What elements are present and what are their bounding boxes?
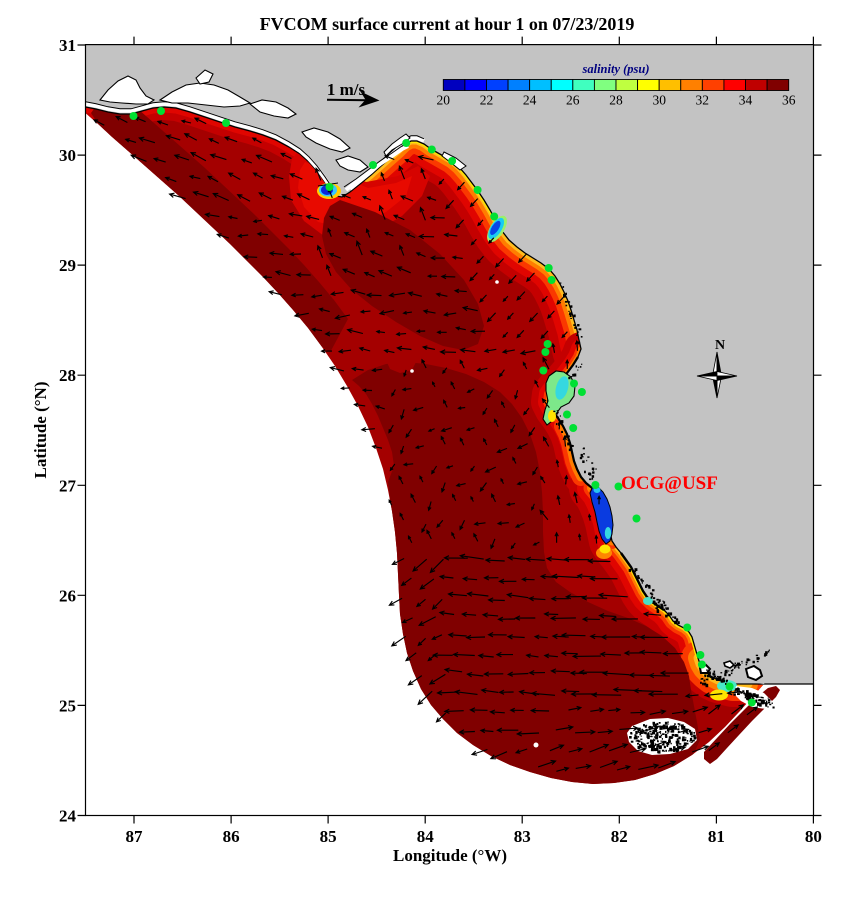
svg-text:85: 85 [320,827,337,846]
svg-text:84: 84 [417,827,435,846]
svg-text:1 m/s: 1 m/s [327,80,366,99]
svg-text:OCG@USF: OCG@USF [621,473,718,494]
svg-text:26: 26 [566,93,580,108]
svg-text:28: 28 [609,93,623,108]
svg-text:87: 87 [126,827,144,846]
svg-text:80: 80 [805,827,822,846]
svg-text:25: 25 [59,696,76,715]
svg-text:28: 28 [59,366,76,385]
svg-text:82: 82 [611,827,628,846]
svg-text:FVCOM surface current at hour: FVCOM surface current at hour 1 on 07/23… [260,14,635,34]
svg-text:29: 29 [59,256,76,275]
svg-text:26: 26 [59,586,76,605]
svg-text:83: 83 [514,827,531,846]
svg-text:24: 24 [59,807,77,826]
svg-text:27: 27 [59,476,77,495]
svg-text:20: 20 [437,93,451,108]
svg-text:31: 31 [59,36,76,55]
svg-text:32: 32 [696,93,710,108]
svg-text:Longitude (°W): Longitude (°W) [393,846,507,865]
svg-text:36: 36 [782,93,796,108]
svg-text:30: 30 [59,146,76,165]
svg-text:Latitude (°N): Latitude (°N) [31,382,50,479]
svg-text:22: 22 [480,93,494,108]
svg-text:24: 24 [523,93,537,108]
svg-text:34: 34 [739,93,753,108]
svg-text:salinity (psu): salinity (psu) [581,62,649,76]
svg-text:30: 30 [652,93,666,108]
svg-text:86: 86 [223,827,240,846]
svg-text:81: 81 [708,827,725,846]
svg-text:N: N [715,338,725,353]
